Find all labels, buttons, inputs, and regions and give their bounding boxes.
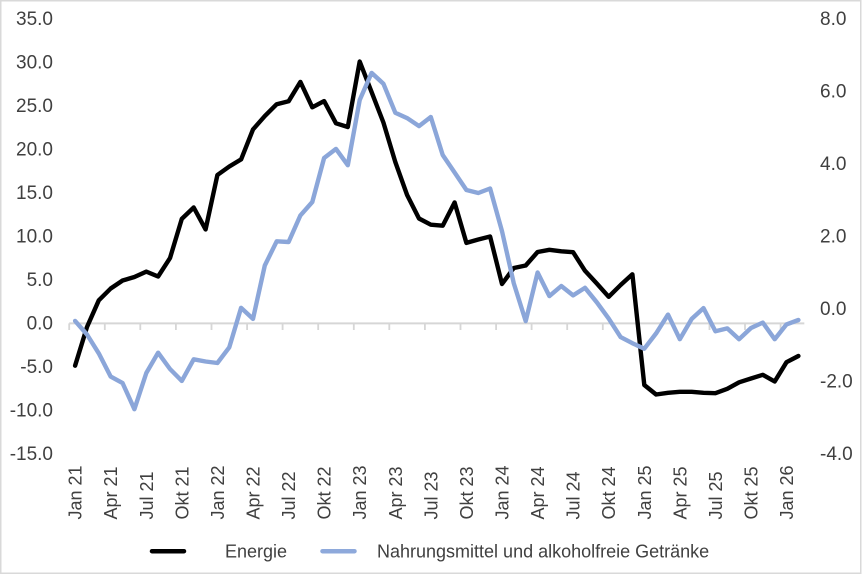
svg-text:Okt 23: Okt 23 bbox=[457, 466, 477, 519]
svg-text:Apr 21: Apr 21 bbox=[101, 466, 121, 519]
svg-text:25.0: 25.0 bbox=[16, 96, 53, 117]
svg-text:8.0: 8.0 bbox=[820, 9, 846, 30]
svg-text:Jul 23: Jul 23 bbox=[421, 471, 441, 519]
svg-text:Jan 21: Jan 21 bbox=[66, 465, 86, 519]
svg-text:0.0: 0.0 bbox=[820, 299, 846, 320]
svg-text:5.0: 5.0 bbox=[27, 270, 53, 291]
svg-text:Apr 25: Apr 25 bbox=[670, 466, 690, 519]
svg-text:Jan 23: Jan 23 bbox=[350, 465, 370, 519]
svg-text:Jan 22: Jan 22 bbox=[208, 465, 228, 519]
svg-text:Jul 24: Jul 24 bbox=[564, 471, 584, 519]
svg-text:-2.0: -2.0 bbox=[820, 372, 853, 393]
svg-text:20.0: 20.0 bbox=[16, 140, 53, 161]
svg-text:Jan 26: Jan 26 bbox=[777, 465, 797, 519]
svg-text:Jul 22: Jul 22 bbox=[279, 471, 299, 519]
svg-text:Apr 22: Apr 22 bbox=[244, 466, 264, 519]
svg-text:Apr 24: Apr 24 bbox=[528, 466, 548, 519]
svg-text:Okt 25: Okt 25 bbox=[742, 466, 762, 519]
svg-text:30.0: 30.0 bbox=[16, 53, 53, 74]
svg-text:Apr 23: Apr 23 bbox=[386, 466, 406, 519]
svg-text:10.0: 10.0 bbox=[16, 227, 53, 248]
svg-text:0.0: 0.0 bbox=[27, 314, 53, 335]
svg-text:6.0: 6.0 bbox=[820, 82, 846, 103]
svg-text:Jul 25: Jul 25 bbox=[706, 471, 726, 519]
svg-text:Energie: Energie bbox=[225, 542, 287, 562]
svg-text:-5.0: -5.0 bbox=[20, 357, 53, 378]
svg-text:Jul 21: Jul 21 bbox=[137, 471, 157, 519]
svg-text:Okt 21: Okt 21 bbox=[172, 466, 192, 519]
svg-text:-15.0: -15.0 bbox=[10, 444, 53, 465]
svg-text:Okt 24: Okt 24 bbox=[599, 466, 619, 519]
svg-text:-10.0: -10.0 bbox=[10, 401, 53, 422]
svg-text:Okt 22: Okt 22 bbox=[315, 466, 335, 519]
svg-text:15.0: 15.0 bbox=[16, 183, 53, 204]
svg-text:Jan 25: Jan 25 bbox=[635, 465, 655, 519]
svg-text:35.0: 35.0 bbox=[16, 9, 53, 30]
svg-text:4.0: 4.0 bbox=[820, 154, 846, 175]
svg-text:Nahrungsmittel und alkoholfrei: Nahrungsmittel und alkoholfreie Getränke bbox=[377, 542, 709, 562]
svg-text:2.0: 2.0 bbox=[820, 227, 846, 248]
svg-text:Jan 24: Jan 24 bbox=[493, 465, 513, 519]
svg-text:-4.0: -4.0 bbox=[820, 444, 853, 465]
